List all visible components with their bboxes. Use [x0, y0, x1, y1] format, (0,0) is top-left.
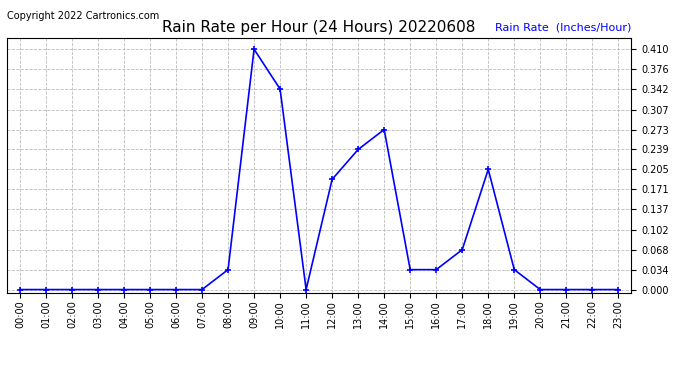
Text: Rain Rate  (Inches/Hour): Rain Rate (Inches/Hour): [495, 22, 631, 32]
Text: Copyright 2022 Cartronics.com: Copyright 2022 Cartronics.com: [7, 11, 159, 21]
Title: Rain Rate per Hour (24 Hours) 20220608: Rain Rate per Hour (24 Hours) 20220608: [162, 20, 476, 35]
